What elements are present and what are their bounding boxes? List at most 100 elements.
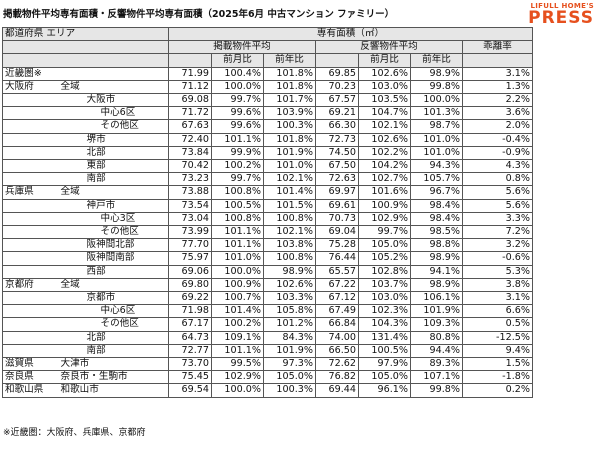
response-avg-cell: 65.57 [315,264,359,279]
header-listed-avg: 掲載物件平均 [168,40,316,55]
response-yoy-cell: 94.1% [410,264,463,279]
response-avg-cell: 70.23 [315,79,359,95]
area-table: 都道府県 エリア 専有面積（㎡） 掲載物件平均 反響物件平均 乖離率 前月比 前… [2,26,533,398]
listed-mom-cell: 100.4% [211,66,264,81]
area-cell: その他区 [58,317,169,332]
response-mom-cell: 105.0% [358,370,411,385]
header-gap-rate: 乖離率 [462,40,533,55]
table-row: その他区 67.63 99.6% 100.3% 66.30 102.1% 98.7% 2.0% [2,119,533,134]
listed-mom-cell: 100.7% [211,291,264,306]
header-listed-mom: 前月比 [211,53,264,68]
header-area-blank [2,40,169,55]
prefecture-cell [2,343,59,359]
response-mom-cell: 105.2% [358,251,411,266]
listed-yoy-cell: 100.3% [263,383,316,398]
response-yoy-cell: 101.3% [410,106,463,121]
listed-mom-cell: 109.1% [211,330,264,345]
listed-yoy-cell: 101.9% [263,343,316,359]
area-cell: 中心3区 [58,211,169,227]
table-row: 大阪市 69.08 99.7% 101.7% 67.57 103.5% 100.0% 2.2% [2,93,533,108]
response-yoy-cell: 100.0% [410,93,463,108]
listed-yoy-cell: 101.7% [263,93,316,108]
response-mom-cell: 104.7% [358,106,411,121]
response-mom-cell: 99.7% [358,225,411,240]
response-mom-cell: 102.6% [358,132,411,147]
listed-avg-cell: 71.72 [168,106,212,121]
listed-yoy-cell: 102.1% [263,172,316,187]
response-avg-cell: 67.50 [315,159,359,174]
area-cell: 京都市 [58,291,169,306]
response-mom-cell: 97.9% [358,357,411,372]
table-row: その他区 67.17 100.2% 101.2% 66.84 104.3% 109.3% 0.… [2,317,533,332]
gap-rate-cell: 5.6% [462,185,533,200]
header-area: 都道府県 エリア [2,26,169,42]
gap-rate-cell: 5.3% [462,264,533,279]
listed-yoy-cell: 105.8% [263,304,316,319]
response-avg-cell: 72.62 [315,357,359,372]
response-avg-cell: 72.63 [315,172,359,187]
table-row: 中心3区 73.04 100.8% 100.8% 70.73 102.9% 98.4% 3.3… [2,211,533,227]
listed-yoy-cell: 101.9% [263,145,316,161]
listed-yoy-cell: 103.8% [263,238,316,253]
table-row: 大阪府 全域 71.12 100.0% 101.8% 70.23 103.0% 99.8% 1.… [2,79,533,95]
listed-mom-cell: 100.5% [211,198,264,213]
prefecture-cell [2,304,59,319]
listed-mom-cell: 100.0% [211,79,264,95]
listed-yoy-cell: 100.3% [263,119,316,134]
table-row: 中心6区 71.72 99.6% 103.9% 69.21 104.7% 101.3% 3.6… [2,106,533,121]
gap-rate-cell: 0.8% [462,172,533,187]
header-listed-yoy: 前年比 [263,53,316,68]
area-cell: 奈良市・生駒市 [58,370,169,385]
response-avg-cell: 69.61 [315,198,359,213]
response-yoy-cell: 94.4% [410,343,463,359]
prefecture-cell [2,291,59,306]
listed-yoy-cell: 100.8% [263,211,316,227]
prefecture-cell: 滋賀県 [2,357,59,372]
listed-mom-cell: 99.7% [211,172,264,187]
prefecture-cell [2,132,59,147]
listed-avg-cell: 73.04 [168,211,212,227]
response-yoy-cell: 98.4% [410,211,463,227]
response-mom-cell: 102.3% [358,304,411,319]
prefecture-cell [2,119,59,134]
area-cell: 全域 [58,185,169,200]
table-row: 近畿圏※ 71.99 100.4% 101.8% 69.85 102.6% 98.9% 3.1… [2,66,533,81]
listed-mom-cell: 99.9% [211,145,264,161]
prefecture-cell [2,93,59,108]
gap-rate-cell: 9.4% [462,343,533,359]
area-cell: 西部 [58,264,169,279]
area-cell: 阪神間南部 [58,251,169,266]
listed-mom-cell: 99.6% [211,106,264,121]
table-row: 南部 73.23 99.7% 102.1% 72.63 102.7% 105.7% 0.8% [2,172,533,187]
table-row: 滋賀県 大津市 73.70 99.5% 97.3% 72.62 97.9% 89.3% 1.5% [2,357,533,372]
response-mom-cell: 102.8% [358,264,411,279]
response-avg-cell: 69.44 [315,383,359,398]
response-yoy-cell: 106.1% [410,291,463,306]
response-avg-cell: 69.21 [315,106,359,121]
table-row: 奈良県 奈良市・生駒市 75.45 102.9% 105.0% 76.82 105.0% 10… [2,370,533,385]
prefecture-cell [2,238,59,253]
listed-avg-cell: 69.08 [168,93,212,108]
listed-mom-cell: 101.4% [211,304,264,319]
response-avg-cell: 72.73 [315,132,359,147]
logo-main-text: PRESS [528,8,594,28]
table-row: 南部 72.77 101.1% 101.9% 66.50 100.5% 94.4% 9.4% [2,343,533,359]
gap-rate-cell: 0.5% [462,317,533,332]
response-mom-cell: 103.5% [358,93,411,108]
table-row: 京都府 全域 69.80 100.9% 102.6% 67.22 103.7% 98.9% 3.… [2,277,533,293]
response-yoy-cell: 101.0% [410,145,463,161]
listed-yoy-cell: 103.9% [263,106,316,121]
table-row: 西部 69.06 100.0% 98.9% 65.57 102.8% 94.1% 5.3% [2,264,533,279]
gap-rate-cell: 1.3% [462,79,533,95]
listed-mom-cell: 100.2% [211,159,264,174]
listed-avg-cell: 69.54 [168,383,212,398]
area-cell: その他区 [58,225,169,240]
listed-mom-cell: 101.1% [211,132,264,147]
table-row: 和歌山県 和歌山市 69.54 100.0% 100.3% 69.44 96.1% 99.8%… [2,383,533,398]
gap-rate-cell: 3.2% [462,238,533,253]
listed-mom-cell: 101.1% [211,225,264,240]
gap-rate-cell: 5.6% [462,198,533,213]
gap-rate-cell: 3.1% [462,66,533,81]
prefecture-cell [2,317,59,332]
listed-mom-cell: 99.6% [211,119,264,134]
